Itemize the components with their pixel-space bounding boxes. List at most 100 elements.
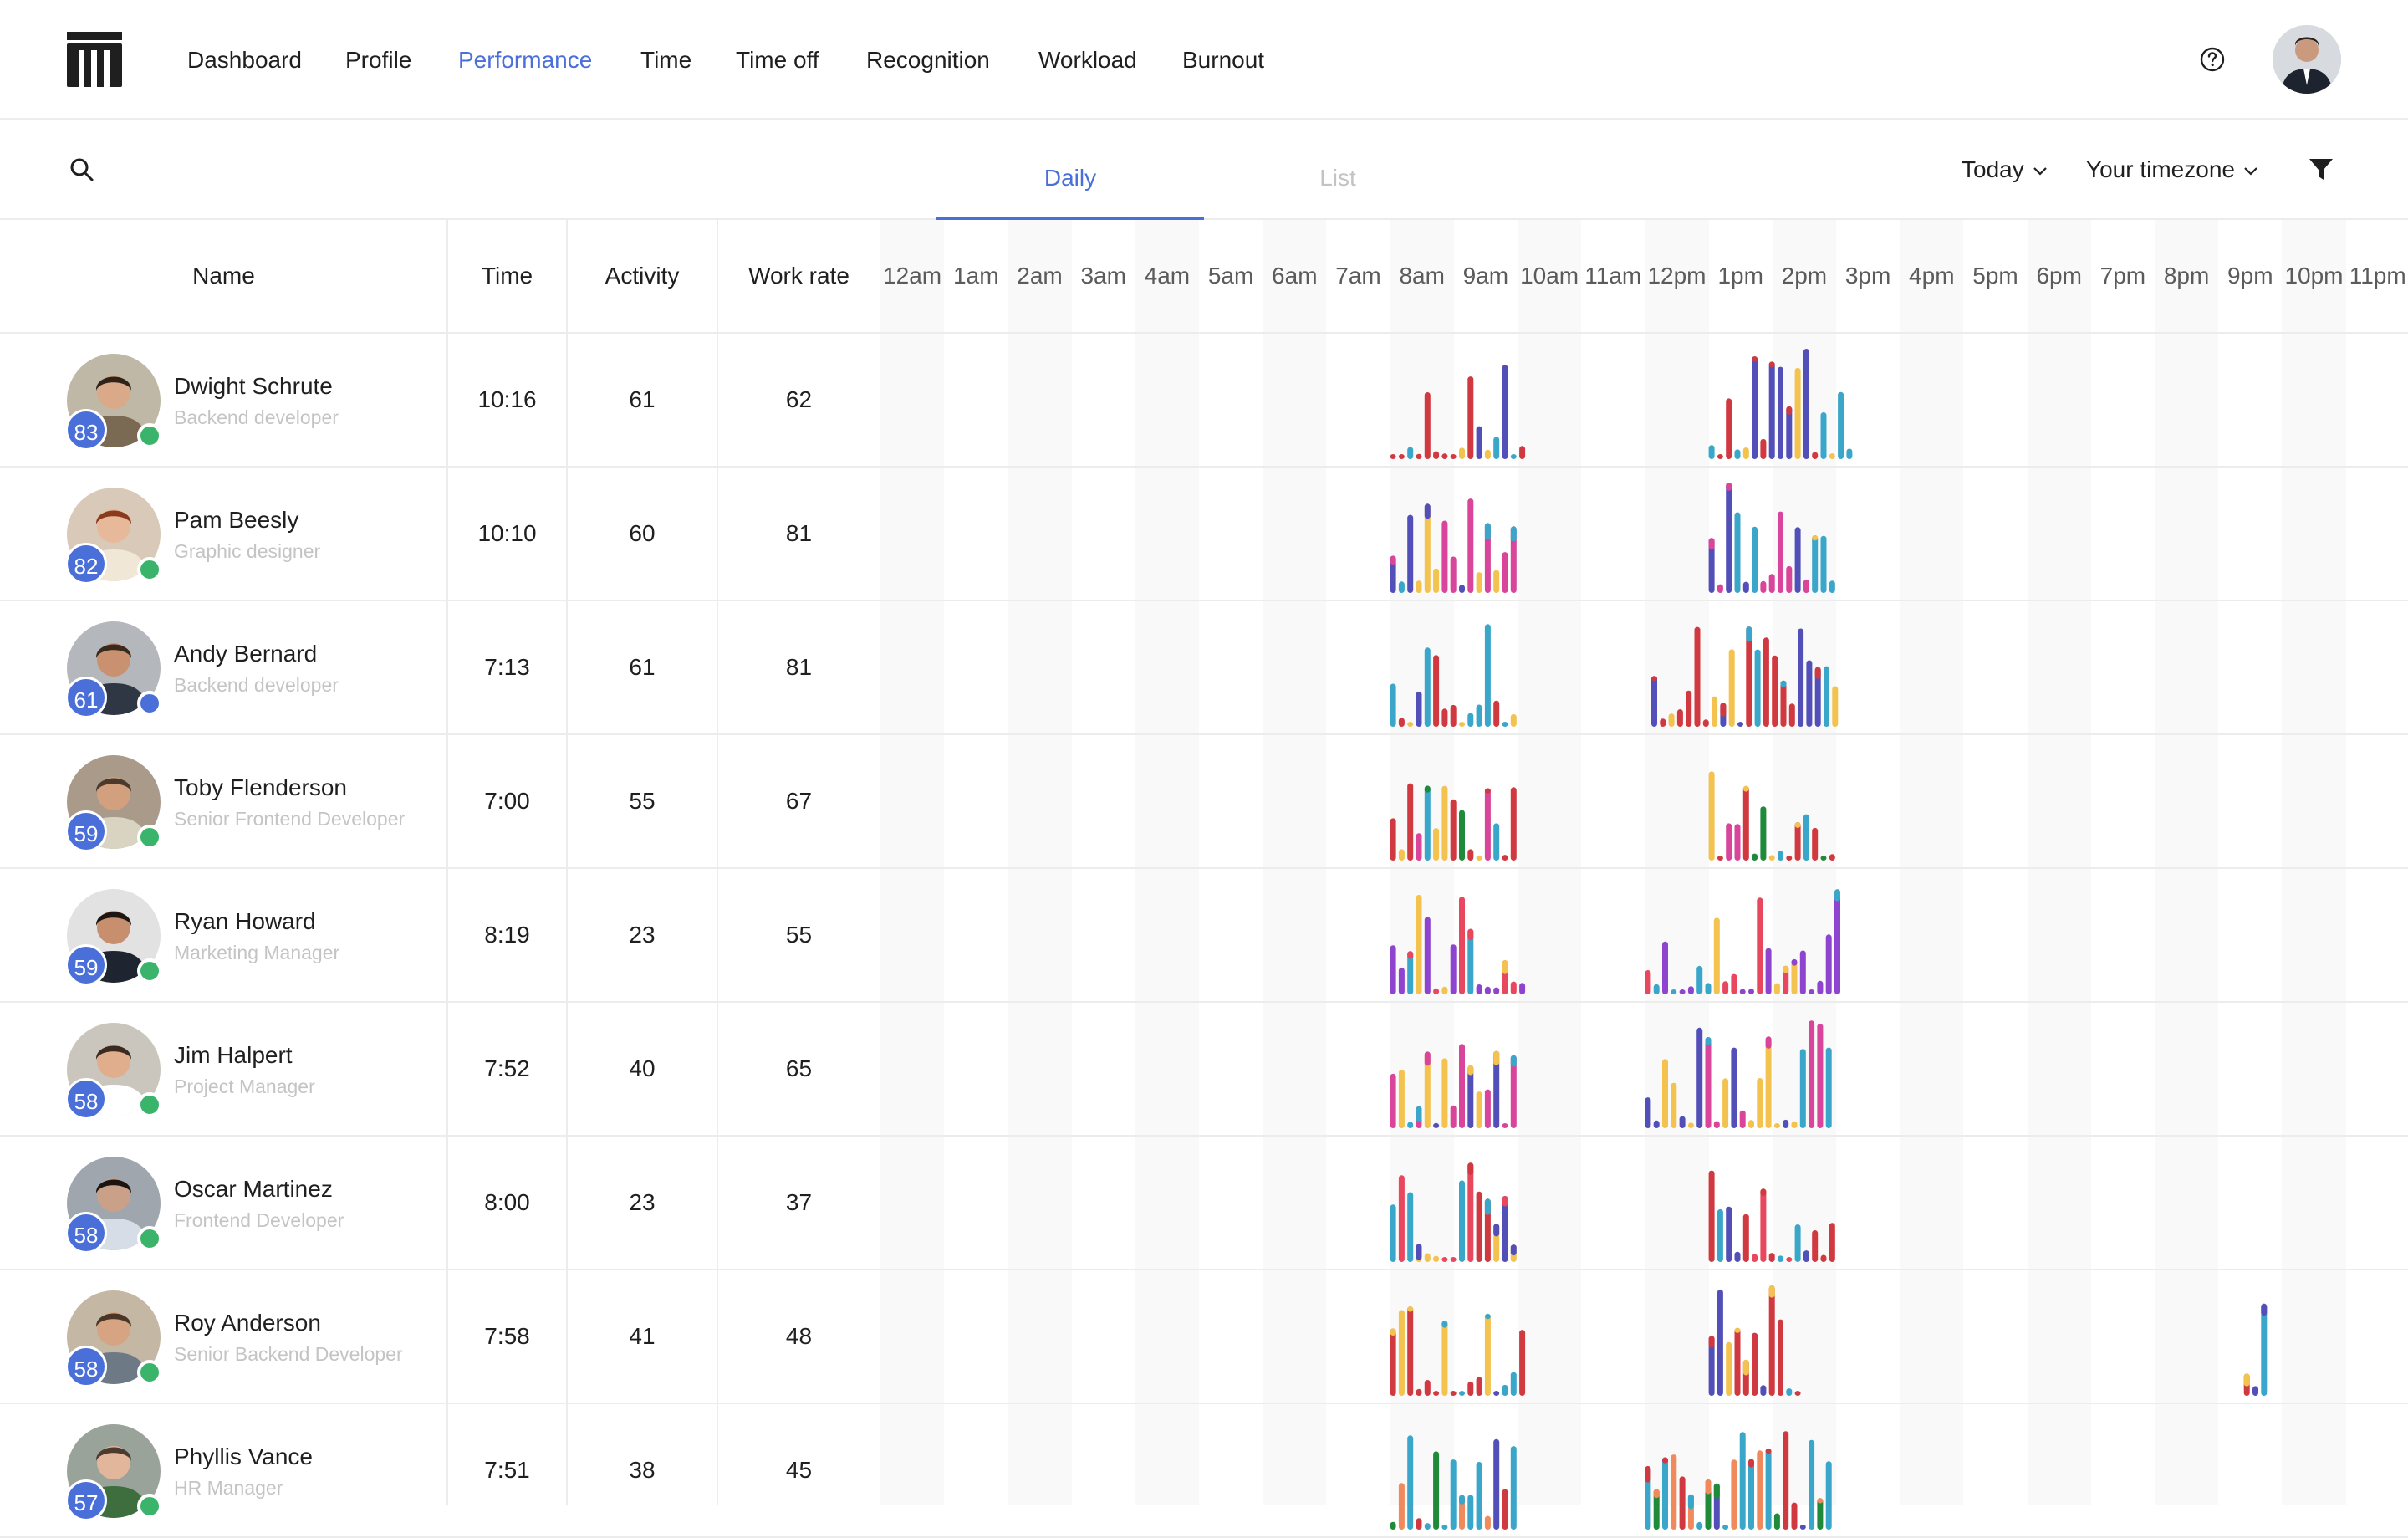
activity-bar (1645, 1097, 1651, 1128)
activity-bar-segment (1780, 680, 1787, 688)
activity-bar (1734, 1251, 1741, 1262)
table-row[interactable]: 59 Ryan Howard Marketing Manager 8:19 23 55 (0, 869, 2408, 1003)
nav-time-off[interactable]: Time off (736, 47, 819, 73)
date-range-dropdown[interactable]: Today (1962, 153, 2048, 187)
column-header-name[interactable]: Name (192, 263, 255, 289)
nav-dashboard[interactable]: Dashboard (187, 47, 302, 73)
filter-funnel-icon[interactable] (2308, 156, 2334, 183)
employee-role: Graphic designer (174, 540, 321, 562)
activity-bar-segment (2243, 1373, 2250, 1387)
activity-value: 23 (629, 922, 656, 948)
activity-bar-segment (1752, 356, 1758, 362)
nav-performance[interactable]: Performance (458, 47, 593, 73)
search-icon[interactable] (69, 156, 95, 183)
activity-timeline[interactable] (0, 1137, 2408, 1269)
employee-name[interactable]: Andy Bernard (174, 641, 318, 667)
work-rate-value: 62 (785, 386, 813, 412)
nav-recognition[interactable]: Recognition (866, 47, 990, 73)
question-circle-icon[interactable] (2199, 46, 2226, 73)
activity-bar (1757, 897, 1763, 994)
employee-name[interactable]: Toby Flenderson (174, 774, 348, 800)
time-value: 10:10 (477, 520, 537, 546)
column-header-activity[interactable]: Activity (605, 263, 680, 289)
activity-bar (1778, 851, 1783, 861)
activity-bar-segment (1742, 1359, 1749, 1376)
activity-bar (1459, 447, 1465, 459)
activity-timeline[interactable] (0, 334, 2408, 466)
nav-time[interactable]: Time (640, 47, 692, 73)
activity-bar (1502, 1123, 1508, 1128)
employee-role: Frontend Developer (174, 1209, 344, 1231)
activity-bar (1424, 1253, 1431, 1262)
table-row[interactable]: 82 Pam Beesly Graphic designer 10:10 60 81 (0, 468, 2408, 601)
nav-profile[interactable]: Profile (345, 47, 412, 73)
employee-name[interactable]: Roy Anderson (174, 1310, 321, 1336)
nav-burnout[interactable]: Burnout (1182, 47, 1265, 73)
activity-bar (1493, 1391, 1500, 1396)
activity-bar (1450, 454, 1457, 459)
activity-bar-segment (1390, 555, 1396, 565)
logo-mark[interactable] (67, 32, 122, 87)
tab-list[interactable]: List (1319, 165, 1356, 191)
activity-bar (1737, 722, 1743, 727)
activity-bar (1416, 580, 1422, 593)
activity-bar-segment (1720, 703, 1727, 717)
activity-bar (1726, 823, 1732, 861)
employee-role: Backend developer (174, 674, 339, 696)
column-header-work-rate[interactable]: Work rate (748, 263, 849, 289)
table-row[interactable]: 57 Phyllis Vance HR Manager 7:51 38 45 (0, 1404, 2408, 1538)
activity-bar-segment (1467, 1162, 1474, 1175)
column-divider (566, 220, 568, 1505)
table-row[interactable]: 59 Toby Flenderson Senior Frontend Develop… (0, 735, 2408, 869)
chevron-down-icon (2244, 166, 2258, 176)
activity-bar-segment (1424, 1051, 1431, 1066)
table-row[interactable]: 61 Andy Bernard Backend developer 7:13 61 81 (0, 601, 2408, 735)
tab-daily[interactable]: Daily (936, 120, 1204, 220)
activity-bar-segment (1493, 1224, 1500, 1237)
timezone-dropdown[interactable]: Your timezone (2086, 153, 2258, 187)
activity-bar-segment (1662, 1457, 1668, 1464)
activity-timeline[interactable] (0, 735, 2408, 867)
employee-name[interactable]: Jim Halpert (174, 1042, 293, 1068)
employee-name[interactable]: Oscar Martinez (174, 1176, 333, 1202)
activity-bar (1786, 856, 1793, 861)
activity-bar (1752, 356, 1758, 459)
table-row[interactable]: 58 Roy Anderson Senior Backend Developer 7:… (0, 1270, 2408, 1404)
employee-name[interactable]: Pam Beesly (174, 507, 299, 533)
activity-bar (1829, 453, 1835, 459)
hour-label: 7am (1335, 263, 1381, 289)
activity-bar (1407, 951, 1414, 994)
activity-bar (1398, 718, 1405, 727)
table-row[interactable]: 83 Dwight Schrute Backend developer 10:16 61… (0, 334, 2408, 468)
score-badge: 58 (65, 1078, 107, 1120)
score-badge: 61 (65, 677, 107, 718)
activity-bar (1794, 367, 1801, 459)
employee-name[interactable]: Dwight Schrute (174, 373, 333, 399)
employee-name[interactable]: Phyllis Vance (174, 1443, 314, 1469)
activity-bar (1742, 447, 1749, 459)
activity-bar (1645, 970, 1651, 994)
activity-timeline[interactable] (0, 601, 2408, 733)
activity-timeline[interactable] (0, 1003, 2408, 1135)
table-row[interactable]: 58 Jim Halpert Project Manager 7:52 40 65 (0, 1003, 2408, 1137)
activity-bar (1662, 941, 1668, 994)
column-header-time[interactable]: Time (481, 263, 533, 289)
table-row[interactable]: 58 Oscar Martinez Frontend Developer 8:00 23… (0, 1137, 2408, 1270)
activity-bar-segment (1441, 1321, 1448, 1328)
user-avatar[interactable] (2273, 25, 2341, 94)
activity-timeline[interactable] (0, 869, 2408, 1001)
employee-name[interactable]: Ryan Howard (174, 908, 316, 934)
activity-bar (1791, 958, 1798, 994)
status-indicator (137, 691, 162, 716)
activity-timeline[interactable] (0, 468, 2408, 600)
activity-bar (1752, 526, 1758, 593)
activity-timeline[interactable] (0, 1404, 2408, 1536)
activity-bar (1708, 1170, 1715, 1262)
activity-timeline[interactable] (0, 1270, 2408, 1403)
nav-workload[interactable]: Workload (1038, 47, 1137, 73)
hour-stripe (2282, 220, 2346, 1505)
activity-bar (1450, 1257, 1457, 1262)
status-indicator (137, 825, 162, 850)
status-indicator (137, 958, 162, 984)
activity-bar (1722, 1078, 1729, 1128)
